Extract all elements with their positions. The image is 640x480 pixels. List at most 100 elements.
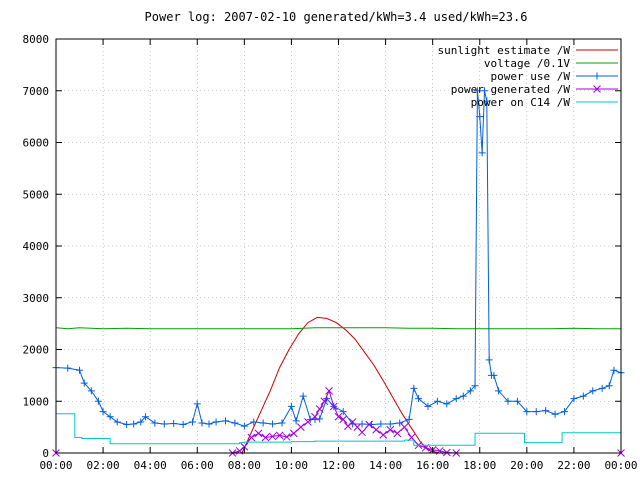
legend-label: voltage /0.1V: [484, 57, 570, 70]
x-tick-label: 12:00: [322, 459, 355, 472]
x-tick-label: 00:00: [39, 459, 72, 472]
data-point: [299, 392, 307, 400]
x-tick-label: 10:00: [275, 459, 308, 472]
data-point: [106, 413, 114, 421]
data-point: [513, 397, 521, 405]
data-point: [377, 420, 385, 428]
data-point: [292, 417, 300, 425]
data-point: [471, 382, 479, 390]
data-point: [268, 432, 277, 441]
data-point: [386, 420, 394, 428]
x-tick-label: 04:00: [134, 459, 167, 472]
data-point: [542, 407, 550, 415]
y-tick-label: 3000: [23, 292, 50, 305]
data-point: [589, 387, 597, 395]
data-point: [261, 433, 270, 442]
x-tick-label: 02:00: [87, 459, 120, 472]
data-point: [137, 418, 145, 426]
data-point: [259, 419, 267, 427]
data-point: [442, 448, 451, 457]
data-point: [278, 419, 286, 427]
data-point: [304, 418, 312, 426]
data-point: [189, 418, 197, 426]
data-point: [250, 418, 258, 426]
y-tick-label: 7000: [23, 85, 50, 98]
series-1: [55, 327, 621, 330]
data-point: [400, 423, 409, 431]
x-tick-label: 14:00: [369, 459, 402, 472]
data-point: [254, 429, 263, 438]
data-point: [483, 97, 491, 105]
axis-ticks: 0 1000 2000 3000 4000 5000 6000 7000 8000 00:00 02…: [23, 33, 638, 472]
x-tick-label: 06:00: [181, 459, 214, 472]
series-line: [241, 316, 440, 454]
data-point: [598, 384, 606, 392]
data-point: [504, 397, 512, 405]
data-point: [269, 420, 277, 428]
data-point: [532, 408, 540, 416]
data-point: [287, 402, 295, 410]
data-point: [490, 371, 498, 379]
y-tick-label: 8000: [23, 33, 50, 46]
data-point: [386, 425, 395, 434]
data-point: [393, 429, 402, 438]
data-point: [443, 400, 451, 408]
data-point: [130, 420, 138, 428]
data-point: [296, 423, 305, 431]
y-tick-label: 2000: [23, 344, 50, 357]
data-point: [466, 387, 474, 395]
data-point: [405, 415, 413, 423]
data-point: [339, 415, 348, 424]
data-point: [222, 417, 229, 425]
series-line: [56, 413, 621, 446]
data-point: [64, 364, 72, 372]
x-tick-label: 22:00: [557, 459, 590, 472]
data-point: [358, 420, 366, 428]
data-point: [410, 384, 418, 392]
data-point: [561, 408, 568, 416]
data-point: [94, 397, 102, 405]
data-point: [570, 395, 578, 403]
legend-item: power on C14 /W: [471, 96, 618, 109]
legend-item: voltage /0.1V: [484, 57, 618, 70]
y-tick-label: 6000: [23, 137, 50, 150]
data-point: [325, 387, 333, 395]
data-point: [495, 387, 503, 395]
x-tick-label: 18:00: [463, 459, 496, 472]
x-tick-label: 00:00: [604, 459, 637, 472]
data-point: [113, 418, 121, 426]
data-point: [523, 408, 531, 416]
data-point: [99, 408, 107, 416]
chart-title: Power log: 2007-02-10 generated/kWh=3.4 …: [145, 10, 528, 24]
series-layer: [52, 87, 625, 457]
data-point: [193, 400, 201, 408]
data-point: [80, 379, 88, 387]
data-point: [459, 392, 467, 400]
data-point: [433, 397, 441, 405]
data-point: [372, 425, 381, 434]
data-point: [610, 366, 618, 374]
data-point: [485, 356, 493, 364]
data-point: [151, 419, 159, 427]
data-point: [141, 413, 149, 421]
series-2: [52, 87, 625, 430]
data-point: [231, 419, 239, 427]
data-point: [415, 395, 423, 403]
data-point: [396, 419, 404, 427]
legend-item: power generated /W: [451, 83, 618, 96]
data-point: [247, 433, 256, 442]
data-point: [476, 113, 484, 121]
data-point: [311, 412, 319, 421]
data-point: [473, 87, 481, 95]
y-tick-label: 0: [42, 447, 49, 460]
x-tick-label: 16:00: [416, 459, 449, 472]
data-point: [315, 405, 324, 413]
legend-marker: [593, 72, 601, 80]
data-point: [179, 421, 187, 429]
legend-label: power generated /W: [451, 83, 571, 96]
data-point: [452, 395, 460, 403]
data-point: [240, 422, 248, 430]
data-point: [76, 366, 84, 374]
